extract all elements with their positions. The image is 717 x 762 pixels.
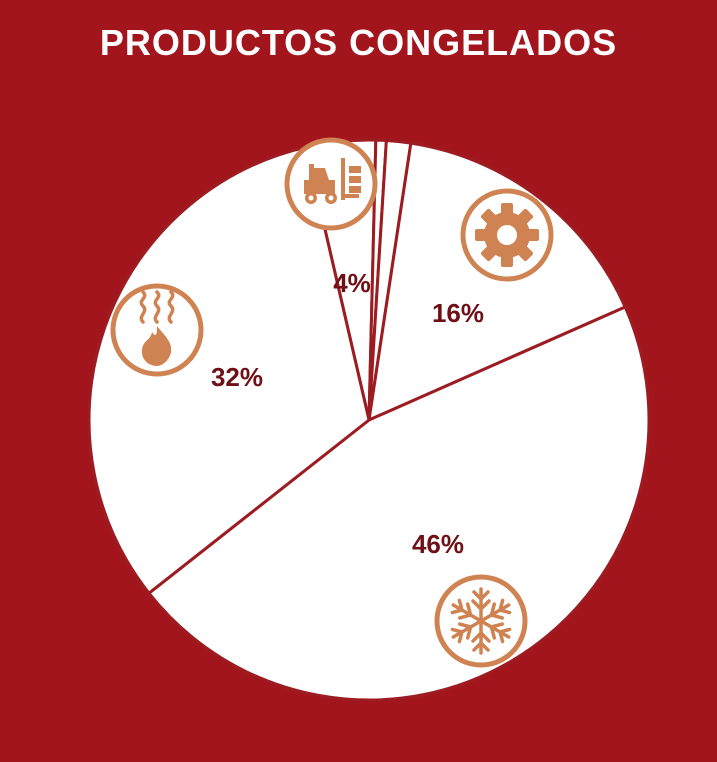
pie-labels: 4% 16% 46% 32%	[211, 268, 484, 559]
flame-steam-icon	[110, 283, 204, 377]
gear-icon	[460, 188, 554, 282]
pie-slice	[147, 305, 651, 702]
pie-icons	[110, 137, 554, 668]
slice-percent-label: 4%	[333, 268, 371, 298]
pie-slices	[87, 138, 651, 702]
snowflake-icon	[434, 574, 528, 668]
slice-percent-label: 32%	[211, 362, 263, 392]
pie-slice	[367, 141, 627, 422]
chart-title: PRODUCTOS CONGELADOS	[99, 22, 618, 63]
pie-slice	[87, 145, 371, 595]
slice-percent-label: 46%	[412, 529, 464, 559]
slice-percent-label: 16%	[432, 298, 484, 328]
forklift-icon	[284, 137, 378, 231]
